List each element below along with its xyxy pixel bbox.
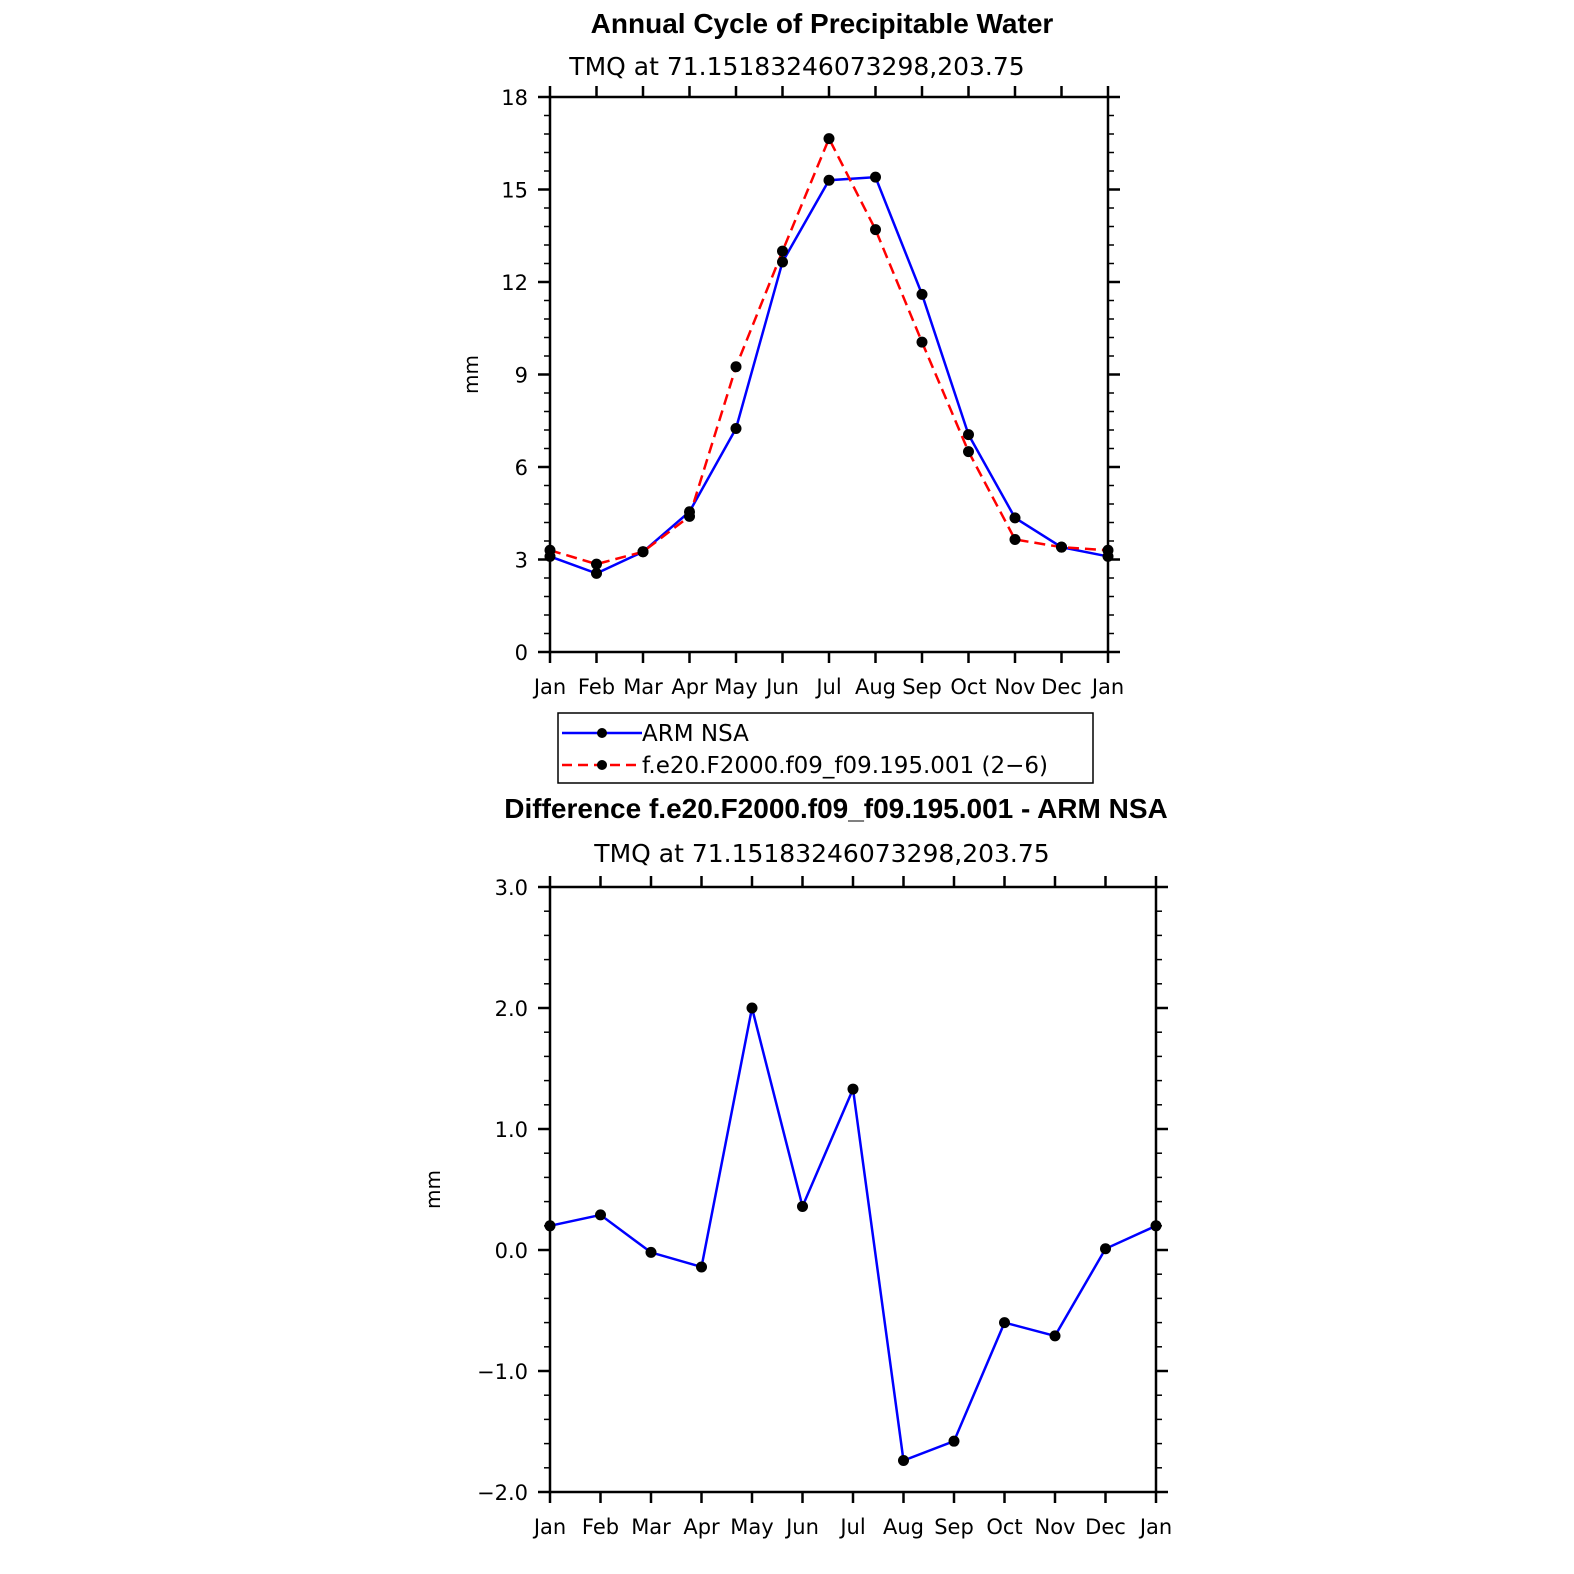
y-tick-label: 15 [501, 179, 528, 203]
y-tick-label: 9 [515, 364, 528, 388]
series-1-point [1009, 533, 1021, 545]
x-tick-label: Aug [883, 1515, 924, 1539]
x-tick-label: Jun [784, 1515, 819, 1539]
series-1-point [684, 510, 695, 522]
x-tick-label: Jan [1138, 1515, 1172, 1539]
legend-marker-arm-nsa [597, 728, 607, 738]
bottom-plot: Jan Feb Mar Apr May Jun Jul Aug Sep Oct Nov Dec Jan−… [421, 876, 1172, 1539]
series-line-0 [549, 1007, 1157, 1463]
x-tick-label: Mar [623, 675, 663, 699]
y-tick-label: 3 [515, 549, 528, 573]
y-tick-label: 3.0 [495, 876, 528, 900]
series-0-point [916, 288, 928, 300]
x-tick-label: Mar [631, 1515, 671, 1539]
y-axis-label: mm [421, 1170, 445, 1209]
x-tick-label: Apr [683, 1515, 720, 1539]
y-tick-label: 18 [501, 86, 528, 110]
y-tick-label: −1.0 [477, 1360, 528, 1384]
x-tick-label: Nov [995, 675, 1036, 699]
y-axis-label: mm [459, 355, 483, 394]
series-0-point [591, 567, 602, 579]
y-tick-label: 2.0 [495, 997, 528, 1021]
series-0-point [963, 429, 974, 441]
legend-label-model: f.e20.F2000.f09_f09.195.001 (2−6) [642, 753, 1048, 779]
series-1-point [777, 245, 788, 257]
bottom-chart-subtitle: TMQ at 71.15183246073298,203.75 [593, 839, 1049, 868]
series-0-point [777, 256, 788, 268]
series-line-0 [549, 175, 1109, 575]
series-1-point [730, 361, 742, 373]
x-tick-label: Jul [814, 675, 841, 699]
series-0-point [645, 1246, 657, 1258]
legend: ARM NSA f.e20.F2000.f09_f09.195.001 (2−6… [557, 712, 1094, 784]
series-0-point [746, 1002, 758, 1014]
series-0-point [1049, 1330, 1061, 1342]
x-tick-label: Sep [934, 1515, 974, 1539]
series-1-point [1056, 541, 1067, 553]
series-1-point [544, 544, 556, 556]
series-1-point [591, 558, 602, 570]
x-tick-label: Aug [855, 675, 896, 699]
x-tick-label: May [730, 1515, 773, 1539]
top-chart-title: Annual Cycle of Precipitable Water [591, 8, 1054, 39]
series-line-1 [549, 135, 1109, 566]
plot-frame [548, 885, 1158, 1494]
x-tick-label: Feb [578, 675, 615, 699]
y-tick-label: 12 [501, 271, 528, 295]
y-tick-label: −2.0 [477, 1481, 528, 1505]
x-tick-label: Apr [671, 675, 708, 699]
series-0-point [1150, 1220, 1162, 1232]
x-tick-label: Sep [902, 675, 942, 699]
y-tick-label: 6 [515, 456, 528, 480]
x-tick-label: Dec [1085, 1515, 1126, 1539]
y-tick-label: 0 [515, 641, 528, 665]
series-0-point [870, 171, 881, 183]
series-0-point [1100, 1243, 1111, 1255]
legend-marker-model [597, 760, 607, 770]
top-chart-subtitle: TMQ at 71.15183246073298,203.75 [568, 52, 1024, 81]
series-0-point [544, 1220, 556, 1232]
x-tick-label: Jan [1090, 675, 1124, 699]
series-0-point [595, 1209, 606, 1221]
series-1-point [963, 446, 974, 458]
x-tick-label: Dec [1041, 675, 1082, 699]
series-1-point [1102, 544, 1114, 556]
series-0-point [948, 1435, 960, 1447]
series-0-point [730, 422, 742, 434]
x-tick-label: Oct [986, 1515, 1022, 1539]
y-tick-label: 1.0 [495, 1118, 528, 1142]
series-1-point [870, 224, 881, 236]
x-tick-label: Feb [582, 1515, 619, 1539]
series-0-point [797, 1200, 808, 1212]
legend-box [557, 712, 1094, 784]
bottom-chart-title: Difference f.e20.F2000.f09_f09.195.001 -… [504, 793, 1168, 824]
x-tick-label: May [714, 675, 757, 699]
series-0-point [898, 1455, 909, 1467]
series-0-point [696, 1261, 707, 1273]
series-1-point [823, 133, 835, 145]
top-plot: Jan Feb Mar Apr May Jun Jul Aug Sep Oct Nov Dec Jan0… [459, 86, 1124, 699]
series-0-point [823, 174, 835, 186]
x-tick-label: Oct [950, 675, 986, 699]
series-1-point [916, 336, 928, 348]
x-tick-label: Jan [532, 675, 566, 699]
series-1-point [637, 546, 649, 558]
y-tick-label: 0.0 [495, 1239, 528, 1263]
series-0-point [847, 1083, 859, 1095]
series-0-point [999, 1317, 1010, 1329]
x-tick-label: Jun [764, 675, 799, 699]
x-tick-label: Jan [532, 1515, 566, 1539]
legend-label-arm-nsa: ARM NSA [642, 721, 749, 747]
x-tick-label: Jul [838, 1515, 865, 1539]
series-0-point [1009, 512, 1021, 524]
x-tick-label: Nov [1035, 1515, 1076, 1539]
